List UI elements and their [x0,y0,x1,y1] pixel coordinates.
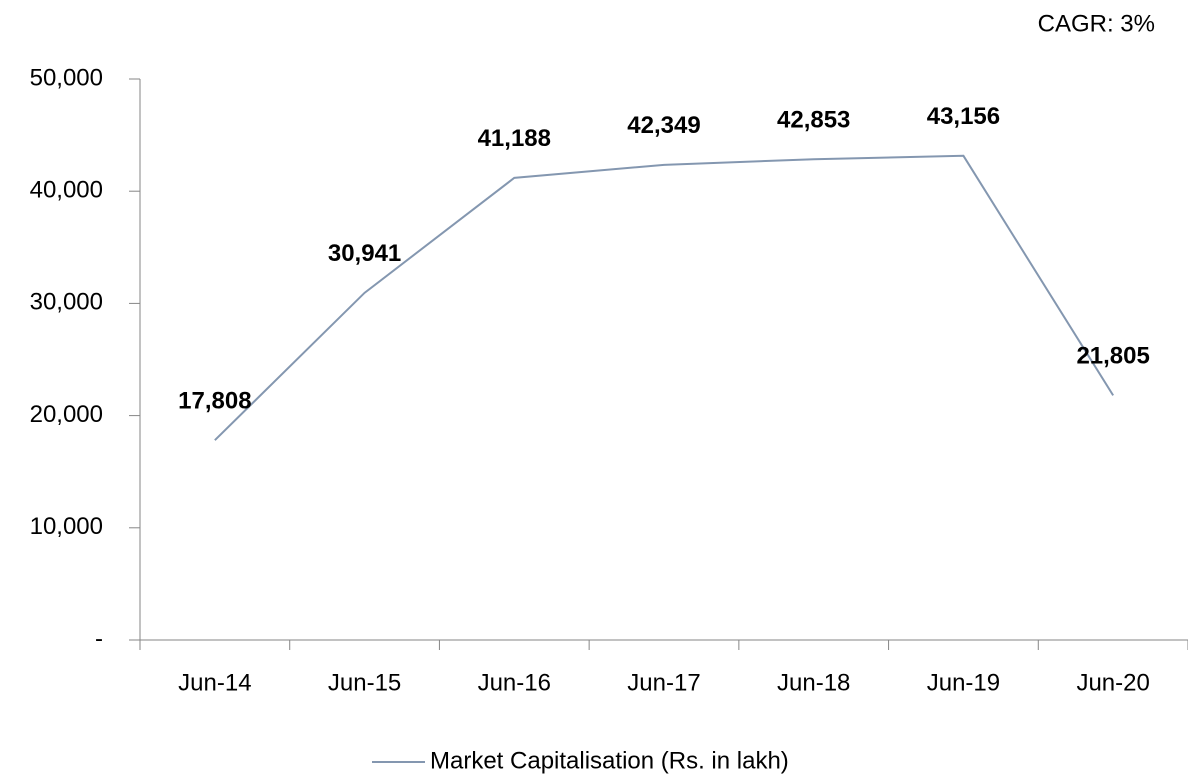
value-label: 41,188 [478,125,551,152]
x-tick-label: Jun-15 [328,669,401,696]
x-tick-label: Jun-20 [1076,669,1149,696]
line [214,154,1114,441]
y-tick-label: 20,000 [30,401,103,428]
y-tick-label: 50,000 [30,64,103,91]
value-label: 17,808 [178,388,251,415]
y-tick-label: 40,000 [30,177,103,204]
x-tick-label: Jun-16 [478,669,551,696]
x-tick-label: Jun-18 [777,669,850,696]
value-label: 42,853 [777,107,850,134]
value-label: 30,941 [328,240,401,267]
x-tick-label: Jun-14 [178,669,251,696]
y-tick-label: 30,000 [30,289,103,316]
value-label: 42,349 [627,112,700,139]
x-tick-label: Jun-19 [927,669,1000,696]
x-tick-label: Jun-17 [627,669,700,696]
y-tick-label: 10,000 [30,513,103,540]
annotation: CAGR: 3% [1038,10,1155,37]
value-label: 43,156 [927,103,1000,130]
y-tick-label: - [95,625,103,652]
value-label: 21,805 [1076,343,1149,370]
legend-label: Market Capitalisation (Rs. in lakh) [430,747,789,774]
